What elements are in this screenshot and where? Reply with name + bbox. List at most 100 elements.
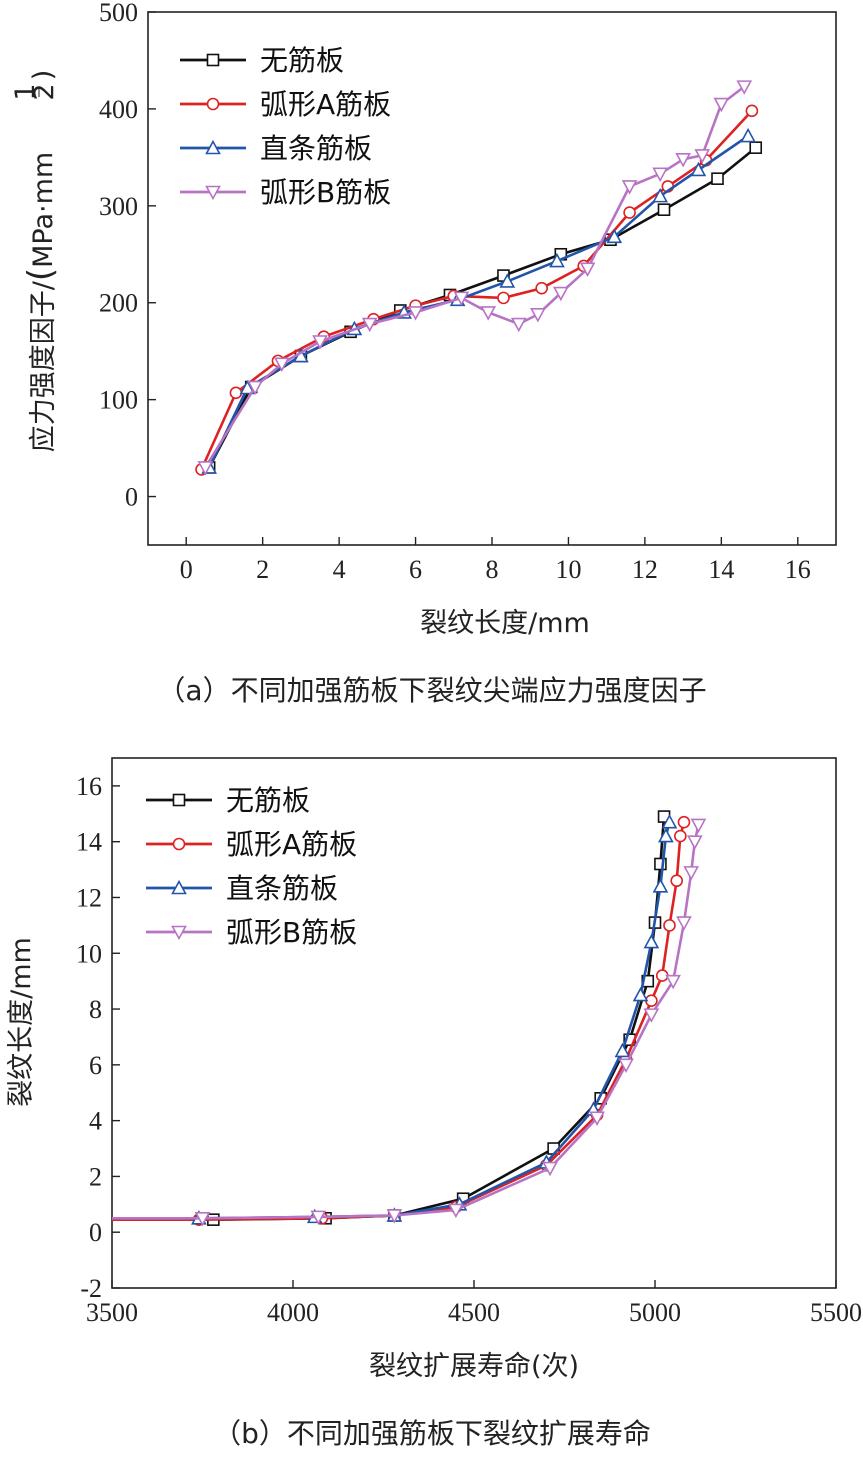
data-point [552,286,569,302]
legend-marker [171,925,187,941]
legend-label: 弧形A筋板 [260,88,391,121]
legend-label: 弧形B筋板 [260,176,391,209]
y-tick-label: 10 [76,939,102,968]
series-line [208,134,749,469]
y-axis-paren-a: ( [21,268,61,281]
legend-label: 弧形A筋板 [226,828,357,861]
y-tick-label: 100 [99,386,138,415]
data-point [310,1210,327,1226]
y-tick-label: -2 [80,1274,102,1303]
data-point [549,252,565,268]
series-line [112,821,686,1221]
legend-marker [206,53,220,67]
data-point [690,818,707,834]
data-point [453,291,470,307]
data-point [589,1111,605,1127]
x-tick-label: 14 [708,555,734,584]
data-point [229,386,243,400]
series-line [112,816,666,1221]
y-tick-label: 0 [89,1218,102,1247]
data-point [652,167,669,183]
series-4 [197,80,753,476]
data-point [745,104,759,118]
data-point [407,306,424,321]
y-axis-label-b: 裂纹长度/mm [6,937,37,1107]
series-a [195,80,763,476]
data-point [652,878,669,893]
data-point [658,827,674,843]
data-point [312,335,328,350]
legend-marker [172,793,186,807]
data-point [643,933,660,949]
y-tick-label: 6 [89,1051,102,1080]
data-point [694,149,711,164]
x-tick-label: 2 [256,555,269,584]
y-tick-label: 200 [99,289,138,318]
data-point [661,813,678,829]
x-axis-label-b: 裂纹扩展寿命(次) [369,1351,579,1382]
data-point [448,1203,464,1219]
data-point [676,916,692,931]
y-axis-label-main-a: 应力强度因子/ [28,280,59,452]
series-line [112,824,700,1220]
y-tick-label: 4 [89,1107,102,1136]
data-point [510,317,527,333]
series-1 [112,810,671,1226]
x-tick-label: 3500 [86,1298,138,1327]
x-tick-label: 10 [555,555,581,584]
data-point [675,153,691,168]
ticks-a: 0 2 4 6 8 10 12 14 16 0 100 200 300 400 500 [99,0,811,584]
data-point [361,317,378,333]
series-3 [112,813,678,1225]
data-point [497,291,510,305]
data-point [670,874,684,888]
series-b [112,810,707,1227]
ticks-b: 3500 4000 4500 5000 5500 -2 0 2 4 6 8 10 12 14 16 [76,772,862,1327]
data-point [713,97,730,113]
svg-text:应力强度因子/(MPa·mm: 应力强度因子/(MPa·mm [21,152,61,452]
data-point [657,203,671,216]
data-point [530,308,546,323]
legend-label: 无筋板 [226,784,310,817]
y-axis-label-a: 应力强度因子/(MPa·mm 1 2 ) [10,70,61,453]
series-4 [112,818,707,1227]
data-point [740,127,756,143]
y-tick-label: 300 [99,192,138,221]
legend-marker [206,97,220,111]
x-tick-label: 12 [632,555,658,584]
data-point [606,228,623,244]
legend-marker [205,185,221,201]
data-point [749,141,763,154]
data-point [239,379,256,395]
x-tick-label: 4500 [448,1298,500,1327]
x-tick-label: 6 [409,555,422,584]
data-point [663,919,676,932]
data-point [623,206,636,219]
data-point [632,986,649,1002]
data-point [618,1058,634,1074]
data-point [677,815,691,829]
x-tick-label: 0 [180,555,193,584]
y-axis-unit-a: MPa·mm [28,152,59,268]
y-tick-label: 500 [99,0,138,27]
x-tick-label: 16 [785,555,811,584]
data-point [273,357,290,372]
data-point [499,273,516,288]
legend-marker [172,837,186,851]
legend-label: 弧形B筋板 [226,916,357,949]
x-tick-label: 4000 [267,1298,319,1327]
data-point [194,1211,211,1227]
chart-b: 3500 4000 4500 5000 5500 -2 0 2 4 6 8 10 12 14 16 无筋板弧… [6,757,862,1450]
data-point [674,829,687,843]
x-tick-label: 5500 [810,1298,862,1327]
data-point [736,80,753,95]
y-tick-label: 16 [76,772,102,801]
x-axis-label-a: 裂纹长度/mm [420,608,590,639]
data-point [579,262,596,277]
x-tick-label: 4 [333,555,346,584]
data-point [711,172,724,185]
series-line [112,821,671,1220]
caption-a: （a）不同加强筋板下裂纹尖端应力强度因子 [157,674,706,707]
